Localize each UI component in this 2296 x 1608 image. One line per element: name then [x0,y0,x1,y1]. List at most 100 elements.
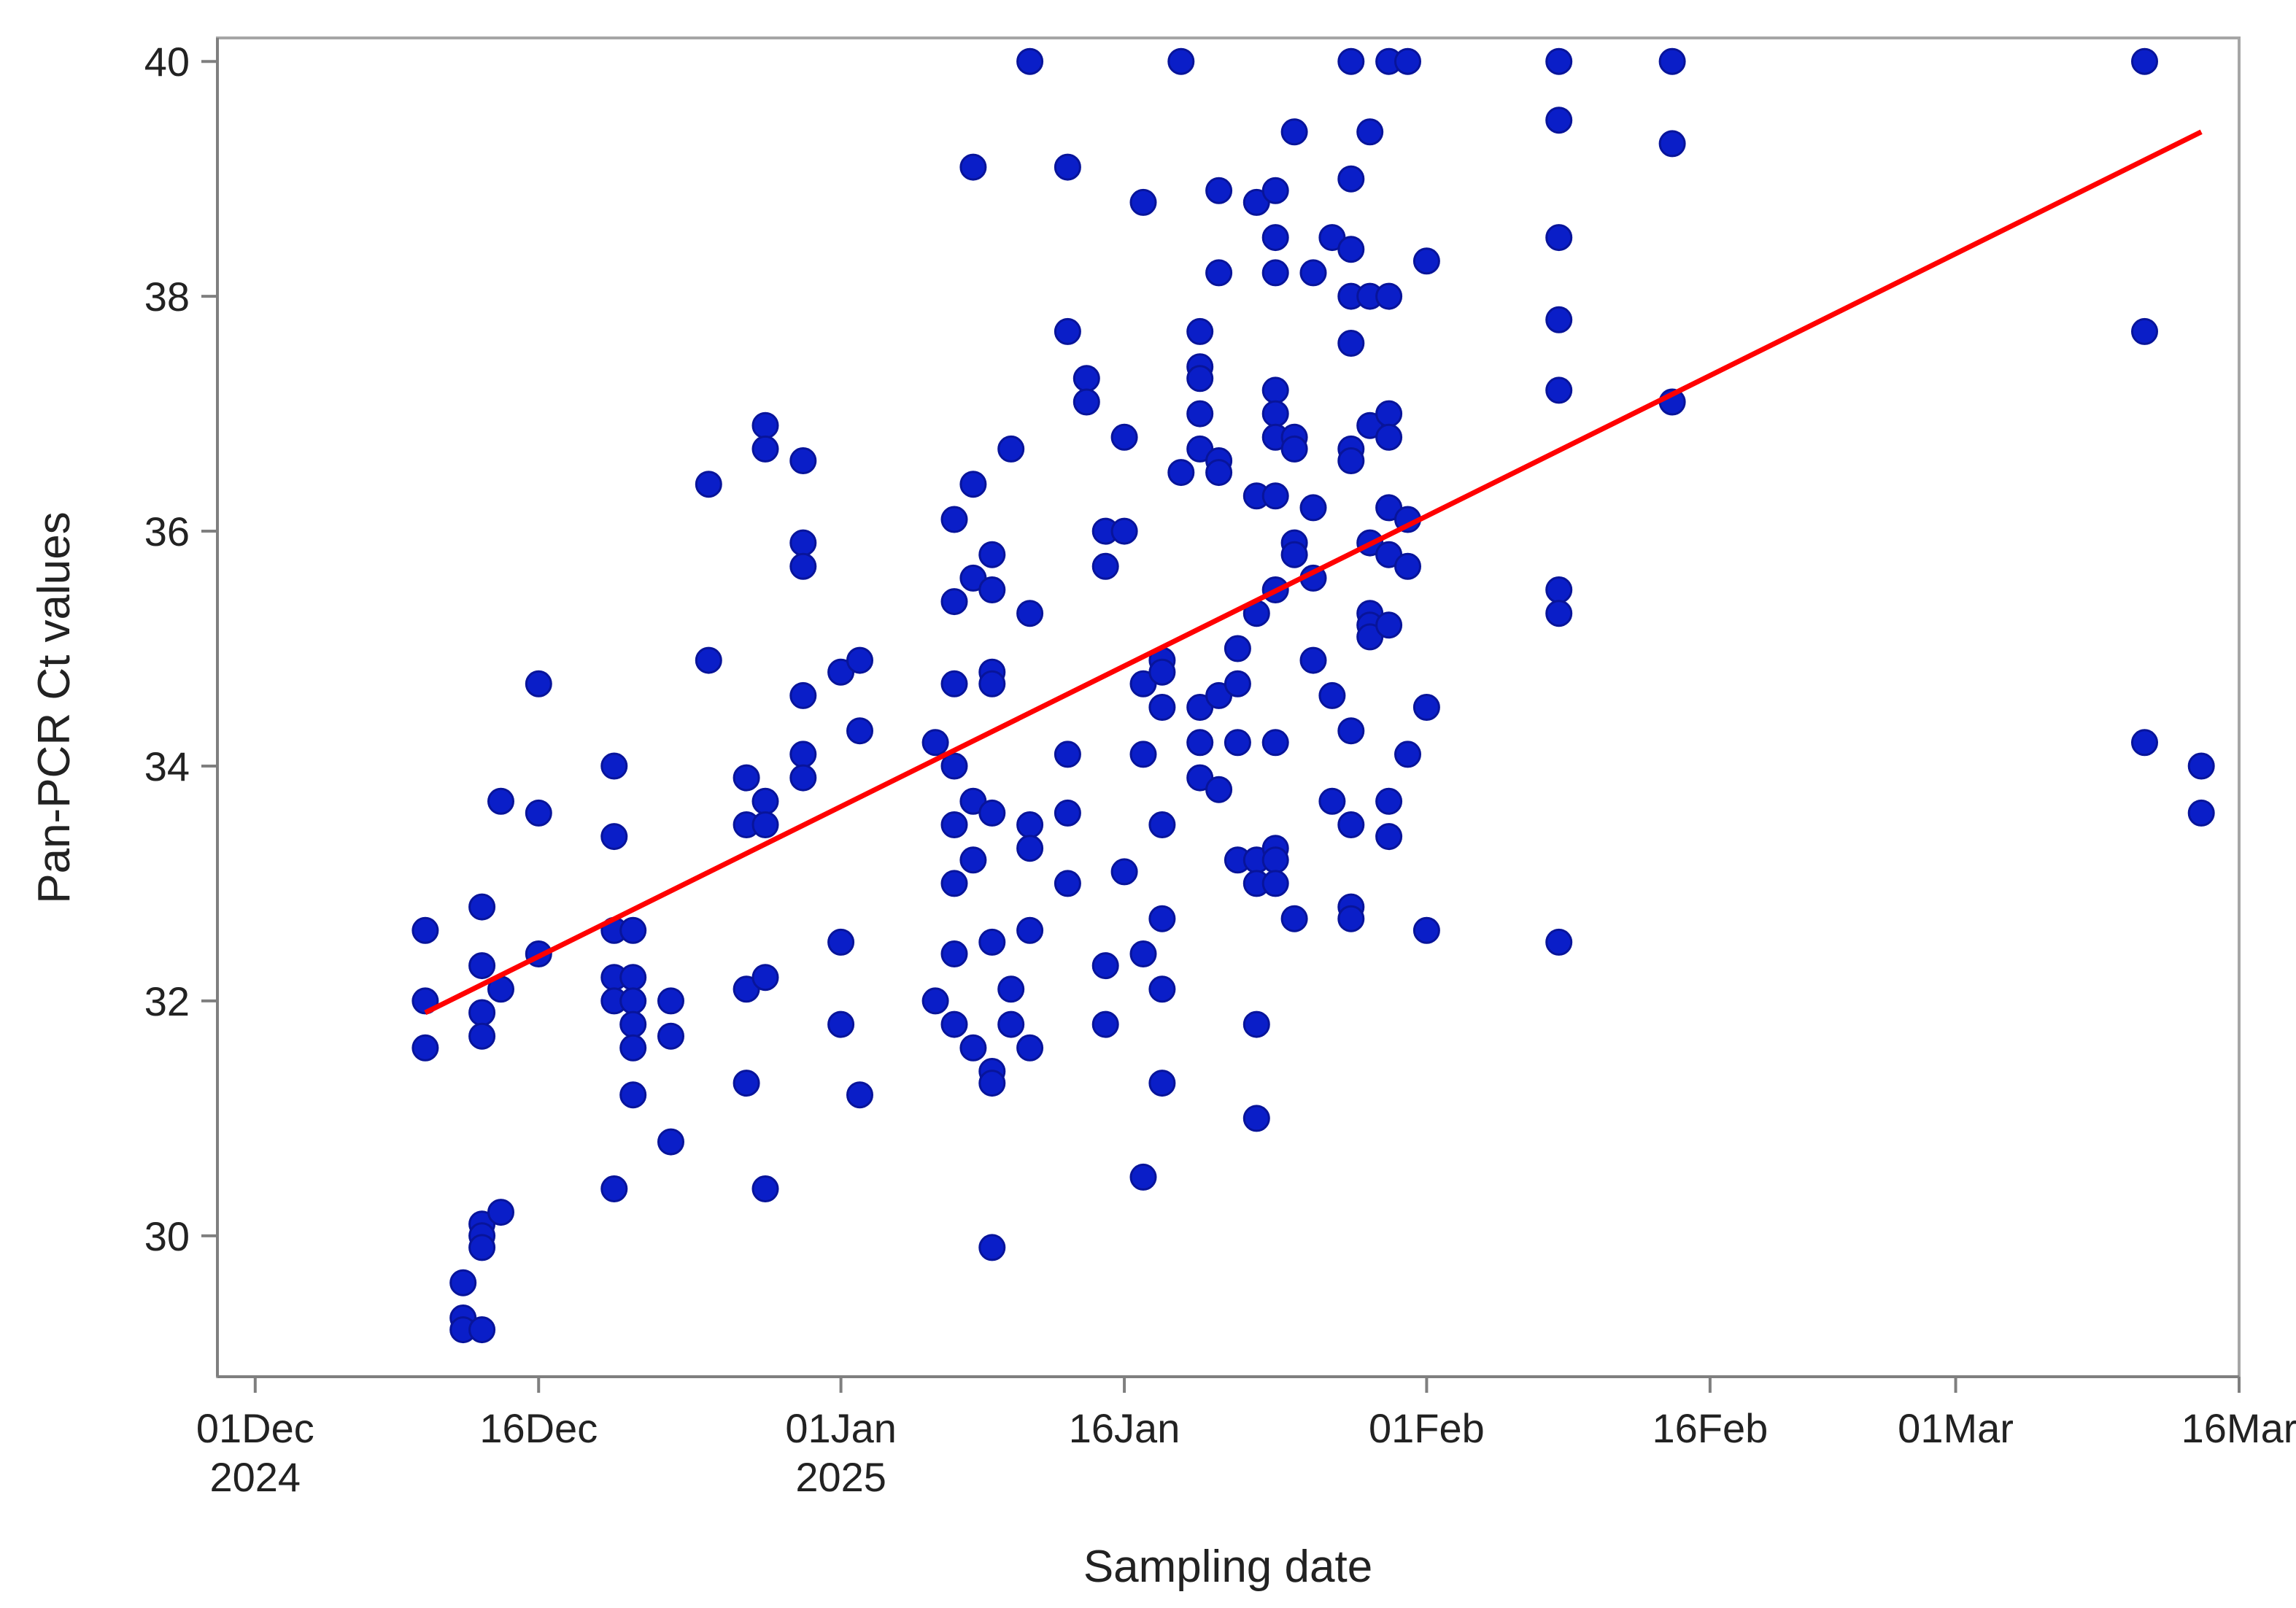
data-point [1148,658,1176,686]
data-point [1205,459,1233,487]
x-tick-label: 01Dec [196,1405,314,1451]
data-point [1337,905,1365,932]
data-point [1054,799,1081,827]
data-point [997,435,1025,463]
data-point [1186,365,1214,393]
data-point [827,1010,855,1038]
data-point [1261,376,1289,404]
data-point [600,752,628,780]
data-point [1186,400,1214,428]
data-point [978,1234,1006,1261]
data-point [1129,1163,1157,1191]
data-point [1261,482,1289,510]
data-point [449,1269,477,1296]
data-point [2131,729,2158,757]
x-tick-label: 16Dec [479,1405,598,1451]
data-point [1261,729,1289,757]
data-point [827,928,855,956]
data-point [468,999,496,1027]
data-point [846,1081,873,1109]
data-point [1091,1010,1119,1038]
data-point [1224,670,1251,697]
data-point [1375,787,1403,815]
data-point [1394,741,1421,768]
data-point [978,799,1006,827]
data-point [1375,400,1403,428]
x-tick-label: 16Jan [1069,1405,1180,1451]
data-point [1224,729,1251,757]
data-point [1261,846,1289,874]
data-point [846,717,873,745]
x-tick-label: 16Mar [2181,1405,2296,1451]
data-point [789,552,817,580]
data-point [468,1022,496,1050]
data-point [411,916,439,944]
data-point [1658,130,1686,158]
data-point [2187,799,2215,827]
data-point [1394,552,1421,580]
data-point [846,646,873,674]
y-tick-label: 36 [144,509,190,554]
y-tick-label: 38 [144,274,190,320]
data-point [921,729,949,757]
data-point [1148,1070,1176,1097]
y-axis-title: Pan-PCR Ct values [29,511,80,904]
data-point [1545,224,1573,252]
data-point [1129,741,1157,768]
x-tick-sublabel: 2024 [210,1454,301,1500]
data-point [1054,870,1081,897]
data-point [1394,47,1421,75]
data-point [1054,153,1081,181]
data-point [1545,928,1573,956]
data-point [959,846,987,874]
data-point [789,447,817,474]
data-point [1337,447,1365,474]
data-point [789,741,817,768]
data-point [619,1034,647,1062]
y-tick-label: 40 [144,39,190,85]
data-point [1280,541,1308,568]
data-point [468,1234,496,1261]
data-point [940,506,968,533]
data-point [751,1175,779,1202]
data-point [1337,717,1365,745]
data-points [411,47,2215,1344]
data-point [789,681,817,709]
data-point [619,964,647,992]
data-point [487,787,514,815]
data-point [619,987,647,1015]
data-point [1412,916,1440,944]
data-point [695,471,722,498]
data-point [1129,188,1157,216]
data-point [1129,940,1157,967]
data-point [1242,1105,1270,1132]
data-point [940,588,968,616]
regression-line [424,129,2203,1016]
data-point [1148,905,1176,932]
data-point [2187,752,2215,780]
data-point [1375,823,1403,851]
data-point [657,1128,684,1156]
data-point [1167,459,1195,487]
data-point [1299,646,1327,674]
data-point [1545,306,1573,333]
data-point [1072,365,1100,393]
data-point [1016,811,1044,838]
data-point [940,1010,968,1038]
data-point [1318,681,1346,709]
data-point [468,893,496,921]
data-point [733,764,760,792]
data-point [789,529,817,557]
y-axis: 30 32 34 36 38 40 [144,38,219,1377]
data-point [1167,47,1195,75]
data-point [1148,811,1176,838]
data-point [1356,118,1384,146]
data-point [600,823,628,851]
data-point [1205,259,1233,287]
data-point [1072,388,1100,416]
data-point [1205,776,1233,803]
data-point [1375,611,1403,639]
